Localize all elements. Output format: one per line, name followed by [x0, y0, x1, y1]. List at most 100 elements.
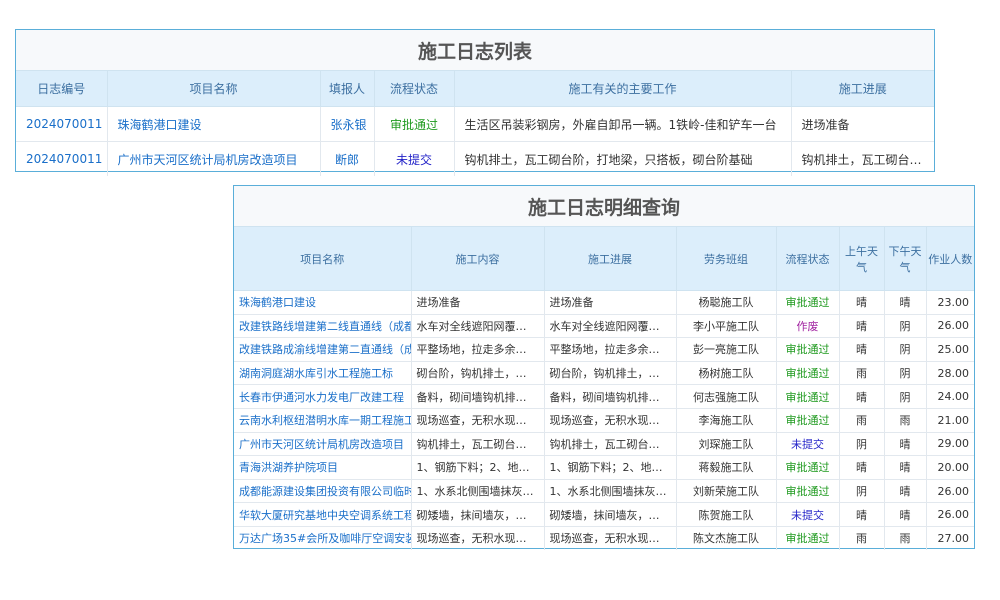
column-header: 上午天气 — [839, 227, 885, 291]
table-cell: 刘琛施工队 — [676, 432, 777, 457]
link-cell[interactable]: 云南水利枢纽潜明水库一期工程施工 — [234, 408, 412, 433]
table-cell: 阴 — [884, 361, 927, 386]
table-cell: 现场巡查，无积水现… — [411, 408, 545, 433]
table-cell: 阴 — [884, 314, 927, 339]
table-cell: 26.00 — [926, 314, 974, 339]
table-cell: 阴 — [884, 384, 927, 409]
status-cell: 审批通过 — [374, 106, 455, 142]
table-cell: 26.00 — [926, 502, 974, 527]
panel-title: 施工日志明细查询 — [234, 186, 974, 227]
link-cell[interactable]: 珠海鹤港口建设 — [107, 106, 321, 142]
table-cell: 1、水系北侧围墙抹灰… — [544, 479, 677, 504]
table-cell: 晴 — [884, 290, 927, 315]
table-cell: 雨 — [839, 408, 885, 433]
table-cell: 晴 — [839, 384, 885, 409]
link-cell[interactable]: 2024070011 — [16, 106, 108, 142]
table-cell: 生活区吊装彩钢房，外雇自卸吊一辆。1铁岭-佳和铲车一台 — [454, 106, 792, 142]
table-cell: 进场准备 — [544, 290, 677, 315]
column-header: 施工内容 — [411, 227, 545, 291]
column-header: 作业人数 — [926, 227, 974, 291]
table-cell: 钩机排土，瓦工砌台阶，打地梁，只搭板，砌台阶基础 — [454, 141, 792, 176]
table-row: 2024070011 广州市天河区统计局机房改造项目 断郎 未提交 钩机排土，瓦工砌台阶… — [16, 141, 934, 176]
table-cell: 进场准备 — [791, 106, 934, 142]
status-cell: 审批通过 — [776, 479, 840, 504]
table-row: 改建铁路成渝线增建第二直通线（成 平整场地，拉走多余… 平整场地，拉走多余… 彭一亮施… — [234, 337, 974, 362]
table-cell: 晴 — [884, 479, 927, 504]
table-cell: 砌矮墙，抹间墙灰，… — [411, 502, 545, 527]
table-cell: 阴 — [839, 479, 885, 504]
table-row: 华软大厦研究基地中央空调系统工程 砌矮墙，抹间墙灰，… 砌矮墙，抹间墙灰，… 陈贺施工… — [234, 502, 974, 527]
table-cell: 进场准备 — [411, 290, 545, 315]
table-cell: 现场巡查，无积水现… — [411, 526, 545, 550]
table-cell: 28.00 — [926, 361, 974, 386]
link-cell[interactable]: 珠海鹤港口建设 — [234, 290, 412, 315]
table-cell: 雨 — [884, 408, 927, 433]
status-cell: 审批通过 — [776, 290, 840, 315]
table-row: 万达广场35#会所及咖啡厅空调安装工 现场巡查，无积水现… 现场巡查，无积水现… 陈文… — [234, 526, 974, 550]
column-header: 项目名称 — [107, 71, 321, 107]
link-cell[interactable]: 2024070011 — [16, 141, 108, 176]
link-cell[interactable]: 成都能源建设集团投资有限公司临时 — [234, 479, 412, 504]
column-header: 流程状态 — [374, 71, 455, 107]
status-cell: 作废 — [776, 314, 840, 339]
table-cell: 晴 — [884, 432, 927, 457]
table-cell: 晴 — [884, 455, 927, 480]
table-row: 广州市天河区统计局机房改造项目 钩机排土，瓦工砌台… 钩机排土，瓦工砌台… 刘琛施工队… — [234, 432, 974, 457]
table-cell: 钩机排土，瓦工砌台… — [801, 152, 922, 167]
log-detail-panel: 施工日志明细查询 项目名称 施工内容 施工进展 劳务班组 流程状态 上午天气 下午天气 作业人… — [233, 185, 975, 550]
column-header: 项目名称 — [234, 227, 412, 291]
link-cell[interactable]: 华软大厦研究基地中央空调系统工程 — [234, 502, 412, 527]
table-cell: 刘新荣施工队 — [676, 479, 777, 504]
table-cell: 平整场地，拉走多余… — [544, 337, 677, 362]
column-header: 日志编号 — [16, 71, 108, 107]
table-cell: 24.00 — [926, 384, 974, 409]
table-cell: 雨 — [839, 526, 885, 550]
table-cell: 杨树施工队 — [676, 361, 777, 386]
table-row: 改建铁路线增建第二线直通线（成都- 水车对全线遮阳网覆… 水车对全线遮阳网覆… 李小平… — [234, 314, 974, 339]
link-cell[interactable]: 广州市天河区统计局机房改造项目 — [107, 141, 321, 176]
link-cell[interactable]: 万达广场35#会所及咖啡厅空调安装工 — [234, 526, 412, 550]
table-cell: 29.00 — [926, 432, 974, 457]
table-cell: 李小平施工队 — [676, 314, 777, 339]
table-cell: 晴 — [839, 290, 885, 315]
column-header: 填报人 — [320, 71, 375, 107]
panel-title: 施工日志列表 — [16, 30, 934, 71]
table-cell: 杨聪施工队 — [676, 290, 777, 315]
table-cell: 李海施工队 — [676, 408, 777, 433]
table-cell: 砌矮墙，抹间墙灰，… — [544, 502, 677, 527]
table-row: 长春市伊通河水力发电厂改建工程 备料，砌间墙钩机排… 备料，砌间墙钩机排… 何志强施工… — [234, 384, 974, 409]
column-header: 施工有关的主要工作 — [454, 71, 792, 107]
table-cell: 砌台阶，钩机排土，… — [411, 361, 545, 386]
status-cell: 未提交 — [776, 432, 840, 457]
link-cell[interactable]: 改建铁路成渝线增建第二直通线（成 — [234, 337, 412, 362]
table-row: 2024070011 珠海鹤港口建设 张永银 审批通过 生活区吊装彩钢房，外雇自卸吊一辆… — [16, 106, 934, 142]
table-cell: 陈文杰施工队 — [676, 526, 777, 550]
table-cell: 备料，砌间墙钩机排… — [544, 384, 677, 409]
column-header: 流程状态 — [776, 227, 840, 291]
table-row: 青海洪湖养护院项目 1、钢筋下料；2、地… 1、钢筋下料；2、地… 蒋毅施工队 审批通过… — [234, 455, 974, 480]
table-cell: 何志强施工队 — [676, 384, 777, 409]
table-cell: 23.00 — [926, 290, 974, 315]
table-cell: 21.00 — [926, 408, 974, 433]
column-header: 劳务班组 — [676, 227, 777, 291]
table-cell: 钩机排土，瓦工砌台… — [411, 432, 545, 457]
header-row: 项目名称 施工内容 施工进展 劳务班组 流程状态 上午天气 下午天气 作业人数 — [234, 227, 974, 291]
table-cell: 备料，砌间墙钩机排… — [411, 384, 545, 409]
link-cell[interactable]: 断郎 — [320, 141, 375, 176]
table-cell: 20.00 — [926, 455, 974, 480]
table-cell: 水车对全线遮阳网覆… — [411, 314, 545, 339]
link-cell[interactable]: 改建铁路线增建第二线直通线（成都- — [234, 314, 412, 339]
table-cell: 蒋毅施工队 — [676, 455, 777, 480]
link-cell[interactable]: 广州市天河区统计局机房改造项目 — [234, 432, 412, 457]
table-cell: 晴 — [884, 502, 927, 527]
log-list-panel: 施工日志列表 日志编号 项目名称 填报人 流程状态 施工有关的主要工作 施工进展 2024… — [15, 29, 935, 176]
log-list-table: 日志编号 项目名称 填报人 流程状态 施工有关的主要工作 施工进展 2024070011 珠… — [16, 71, 934, 176]
link-cell[interactable]: 湖南洞庭湖水库引水工程施工标 — [234, 361, 412, 386]
table-row: 珠海鹤港口建设 进场准备 进场准备 杨聪施工队 审批通过晴晴 23.00 — [234, 290, 974, 315]
table-cell: 彭一亮施工队 — [676, 337, 777, 362]
link-cell[interactable]: 长春市伊通河水力发电厂改建工程 — [234, 384, 412, 409]
table-cell: 砌台阶，钩机排土，… — [544, 361, 677, 386]
table-cell: 1、水系北侧围墙抹灰… — [411, 479, 545, 504]
link-cell[interactable]: 青海洪湖养护院项目 — [234, 455, 412, 480]
link-cell[interactable]: 张永银 — [320, 106, 375, 142]
